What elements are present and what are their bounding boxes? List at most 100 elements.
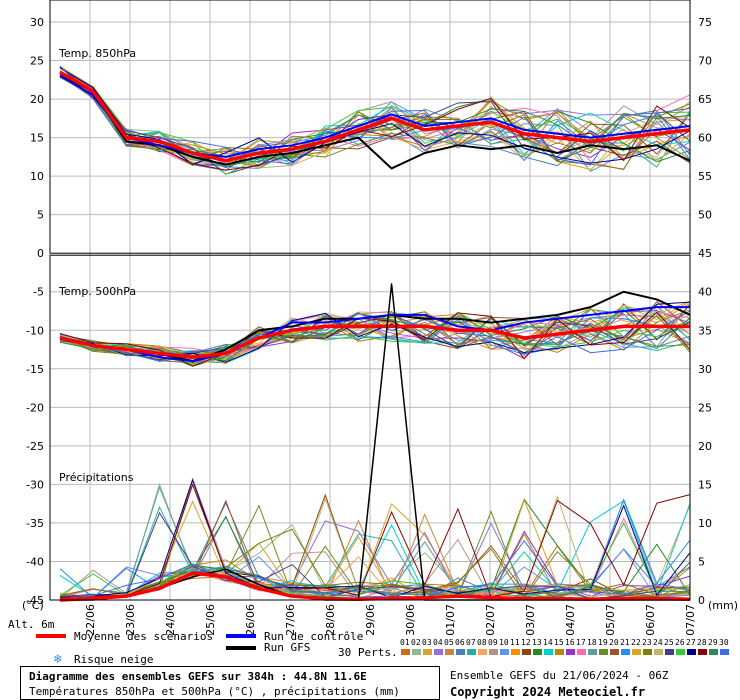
pert-number: 24 bbox=[653, 638, 663, 647]
t850-member-line bbox=[59, 76, 691, 166]
left-tick-label: -30 bbox=[26, 478, 44, 491]
date-tick-label: 25/06 bbox=[204, 604, 217, 636]
date-tick-label: 30/06 bbox=[404, 604, 417, 636]
precip-member-line bbox=[59, 522, 691, 598]
right-unit: (mm) bbox=[708, 599, 738, 612]
right-tick-label: 50 bbox=[698, 209, 712, 222]
pert-number: 02 bbox=[411, 638, 421, 647]
mean-legend-line bbox=[36, 634, 66, 638]
right-tick-label: 25 bbox=[698, 401, 712, 414]
pert-color-swatch bbox=[478, 649, 487, 655]
pert-color-swatch bbox=[533, 649, 542, 655]
pert-number: 15 bbox=[554, 638, 564, 647]
title-line1: Diagramme des ensembles GEFS sur 384h : … bbox=[29, 670, 367, 683]
pert-number: 14 bbox=[543, 638, 553, 647]
left-unit: (°C) bbox=[22, 599, 44, 612]
date-tick-label: 23/06 bbox=[124, 604, 137, 636]
t850-mean-line bbox=[59, 70, 691, 163]
title-line2: Températures 850hPa et 500hPa (°C) , pré… bbox=[29, 685, 400, 698]
right-tick-label: 5 bbox=[698, 555, 705, 568]
pert-number: 20 bbox=[609, 638, 619, 647]
pert-color-swatch bbox=[401, 649, 410, 655]
pert-color-swatch bbox=[632, 649, 641, 655]
left-tick-label: 30 bbox=[30, 16, 44, 29]
pert-number: 17 bbox=[576, 638, 586, 647]
pert-number: 29 bbox=[708, 638, 718, 647]
pert-color-swatch bbox=[434, 649, 443, 655]
date-tick-label: 28/06 bbox=[324, 604, 337, 636]
pert-color-swatch bbox=[720, 649, 729, 655]
left-tick-label: -45 bbox=[26, 594, 44, 607]
right-tick-label: 20 bbox=[698, 440, 712, 453]
t850-control-line bbox=[59, 75, 691, 158]
left-tick-label: 0 bbox=[37, 247, 44, 260]
pert-color-swatch bbox=[676, 649, 685, 655]
left-tick-label: 10 bbox=[30, 170, 44, 183]
pert-number: 23 bbox=[642, 638, 652, 647]
pert-color-swatch bbox=[456, 649, 465, 655]
pert-color-swatch bbox=[687, 649, 696, 655]
t850-member-line bbox=[59, 74, 691, 163]
pert-number: 13 bbox=[532, 638, 542, 647]
pert-number: 21 bbox=[620, 638, 630, 647]
pert-number: 11 bbox=[510, 638, 520, 647]
pert-color-swatch bbox=[643, 649, 652, 655]
pert-color-swatch bbox=[577, 649, 586, 655]
right-tick-label: 35 bbox=[698, 324, 712, 337]
date-tick-label: 02/07 bbox=[484, 604, 497, 636]
t500-mean-line bbox=[59, 324, 690, 359]
right-tick-label: 10 bbox=[698, 517, 712, 530]
right-tick-label: 55 bbox=[698, 170, 712, 183]
altitude-label: Alt. 6m bbox=[8, 618, 55, 631]
pert-color-swatch bbox=[522, 649, 531, 655]
pert-number: 08 bbox=[477, 638, 487, 647]
date-tick-label: 24/06 bbox=[164, 604, 177, 636]
t500-member-line bbox=[59, 310, 691, 362]
precip-member-line bbox=[59, 506, 691, 600]
pert-number: 10 bbox=[499, 638, 509, 647]
pert-color-swatch bbox=[511, 649, 520, 655]
pert-number: 28 bbox=[697, 638, 707, 647]
precip-member-line bbox=[59, 478, 691, 599]
pert-color-swatch bbox=[467, 649, 476, 655]
pert-color-swatch bbox=[698, 649, 707, 655]
pert-number: 26 bbox=[675, 638, 685, 647]
pert-color-swatch bbox=[555, 649, 564, 655]
precip-panel-label: Précipitations bbox=[59, 471, 134, 484]
control-legend-label: Run de contrôle bbox=[264, 630, 364, 643]
date-tick-label: 04/07 bbox=[564, 604, 577, 636]
date-tick-label: 26/06 bbox=[244, 604, 257, 636]
precip-member-line bbox=[59, 500, 691, 598]
pert-color-swatch bbox=[610, 649, 619, 655]
precip-member-line bbox=[59, 528, 691, 599]
left-tick-label: 25 bbox=[30, 55, 44, 68]
pert-color-swatch bbox=[709, 649, 718, 655]
t850-panel-label: Temp. 850hPa bbox=[58, 47, 136, 60]
run-info: Ensemble GEFS du 21/06/2024 - 06Z bbox=[450, 669, 669, 682]
title-box: Diagramme des ensembles GEFS sur 384h : … bbox=[20, 666, 440, 700]
pert-color-swatch bbox=[500, 649, 509, 655]
pert-number: 03 bbox=[422, 638, 432, 647]
grid bbox=[50, 0, 691, 600]
precip-member-line bbox=[59, 561, 691, 599]
snowflake-icon: ❄ bbox=[54, 652, 62, 667]
right-tick-label: 30 bbox=[698, 363, 712, 376]
gfs-legend-line bbox=[226, 646, 256, 650]
pert-number: 12 bbox=[521, 638, 531, 647]
date-tick-label: 03/07 bbox=[524, 604, 537, 636]
right-tick-label: 65 bbox=[698, 93, 712, 106]
mean-legend-label: Moyenne des scénarios bbox=[74, 630, 214, 643]
pert-number: 27 bbox=[686, 638, 696, 647]
left-tick-label: -25 bbox=[26, 440, 44, 453]
precip-member-line bbox=[59, 530, 691, 598]
left-tick-label: -20 bbox=[26, 401, 44, 414]
precip-member-line bbox=[59, 540, 691, 600]
left-tick-label: -5 bbox=[33, 286, 44, 299]
perts-label: 30 Perts. bbox=[338, 646, 398, 659]
left-tick-label: -35 bbox=[26, 517, 44, 530]
left-tick-label: 20 bbox=[30, 93, 44, 106]
pert-number: 30 bbox=[719, 638, 729, 647]
right-tick-label: 70 bbox=[698, 55, 712, 68]
pert-color-swatch bbox=[588, 649, 597, 655]
right-tick-label: 45 bbox=[698, 247, 712, 260]
